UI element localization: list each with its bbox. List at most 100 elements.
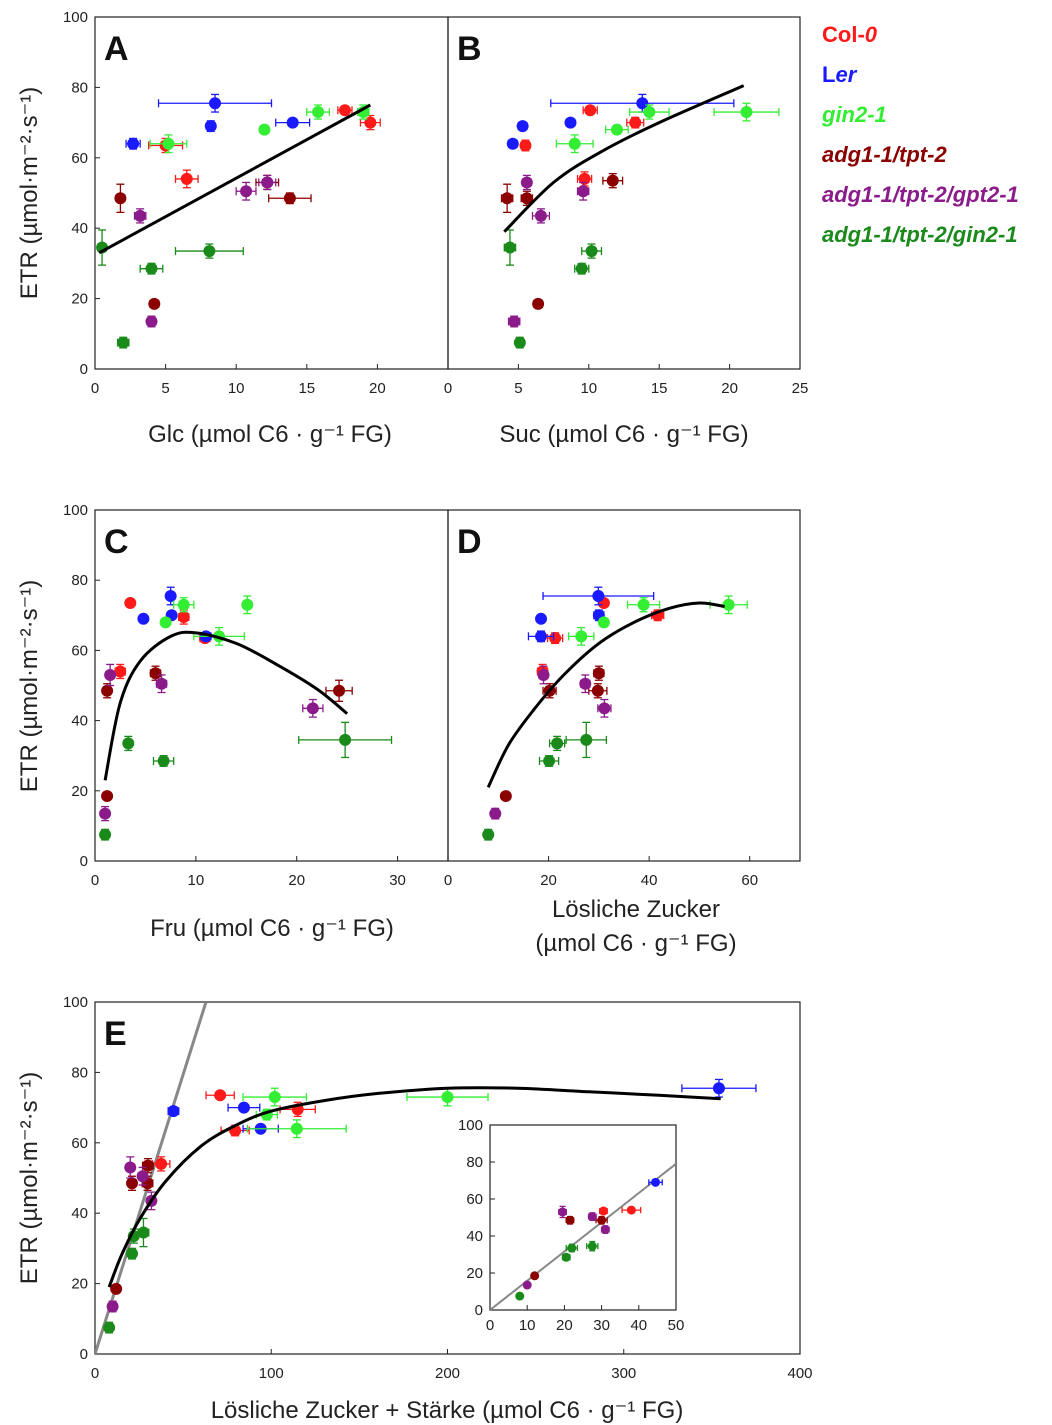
- point-marker: [99, 807, 112, 820]
- data-point: [302, 698, 324, 718]
- data-point: [298, 721, 393, 759]
- point-marker: [99, 828, 112, 841]
- panel-e-inset: 0 10 20 30 40 50 0 20 40 60 80 100: [458, 1117, 684, 1334]
- data-point: [205, 1089, 235, 1102]
- point-marker: [162, 137, 175, 150]
- panel-letter: E: [104, 1015, 127, 1053]
- legend-entry: Ler: [822, 62, 858, 87]
- fit-curve: [107, 1086, 721, 1288]
- x-tick-label: 10: [519, 1317, 536, 1334]
- point-marker: [636, 97, 649, 110]
- data-point: [548, 735, 566, 752]
- point-marker: [261, 176, 274, 189]
- data-point: [532, 297, 545, 310]
- legend-entry-part: adg1-1/tpt-2/gpt2-1: [822, 182, 1019, 207]
- point-marker: [145, 315, 158, 328]
- data-point: [246, 1119, 347, 1139]
- x-tick-label: 60: [741, 872, 758, 889]
- point-marker: [519, 139, 532, 152]
- point-marker: [204, 120, 217, 133]
- point-marker: [441, 1091, 454, 1104]
- point-marker: [482, 828, 495, 841]
- x-tick-label: 300: [611, 1365, 636, 1382]
- y-tick-label: 40: [71, 713, 88, 730]
- data-point: [258, 123, 271, 136]
- point-marker: [338, 104, 351, 117]
- point-marker: [306, 702, 319, 715]
- point-marker: [535, 630, 548, 643]
- plot-frame: [94, 509, 449, 862]
- point-marker: [237, 1101, 250, 1114]
- x-tick-label: 15: [651, 380, 668, 397]
- point-marker: [513, 336, 526, 349]
- data-point: [516, 120, 529, 133]
- data-point: [519, 139, 532, 152]
- y-tick-label: 20: [71, 291, 88, 308]
- data-point: [174, 169, 199, 189]
- x-tick-label: 40: [641, 872, 658, 889]
- data-point: [530, 1271, 540, 1281]
- x-tick-label: 15: [298, 380, 315, 397]
- point-marker: [159, 616, 172, 629]
- point-marker: [180, 172, 193, 185]
- x-tick-label: 20: [288, 872, 305, 889]
- point-marker: [177, 598, 190, 611]
- y-tick-label: 0: [80, 1346, 88, 1363]
- y-tick-label: 60: [466, 1191, 483, 1208]
- legend-entry: adg1-1/tpt-2: [822, 142, 947, 167]
- point-marker: [712, 1082, 725, 1095]
- point-marker: [565, 1215, 575, 1225]
- point-marker: [258, 123, 271, 136]
- point-marker: [516, 120, 529, 133]
- legend-entry: Col-0: [822, 22, 878, 47]
- panel-letter: A: [104, 30, 129, 68]
- x-tick-label: 0: [91, 872, 99, 889]
- data-point: [122, 735, 135, 752]
- data-point: [174, 243, 244, 259]
- data-point: [148, 297, 161, 310]
- data-point: [626, 116, 645, 129]
- legend: Col-0 Ler gin2-1 adg1-1/tpt-2 adg1-1/tpt-2/g…: [821, 22, 1019, 247]
- point-marker: [290, 1122, 303, 1135]
- y-tick-label: 40: [466, 1228, 483, 1245]
- point-marker: [598, 1206, 608, 1216]
- point-marker: [520, 192, 533, 205]
- panel-a: 0 5 10 15 20 0 20 40 60 80 100 A Glc (µmol C6 · g⁻¹ …: [63, 9, 449, 448]
- point-marker: [564, 116, 577, 129]
- point-marker: [592, 589, 605, 602]
- x-tick-label: 0: [486, 1317, 494, 1334]
- legend-entry: adg1-1/tpt-2/gin2-1: [822, 222, 1018, 247]
- x-tick-label: 20: [721, 380, 738, 397]
- data-point: [713, 102, 780, 122]
- data-point: [177, 609, 190, 625]
- point-marker: [333, 684, 346, 697]
- point-marker: [126, 1247, 139, 1260]
- legend-entry: adg1-1/tpt-2/gpt2-1: [822, 182, 1019, 207]
- point-marker: [561, 1252, 571, 1262]
- point-marker: [543, 754, 556, 767]
- point-marker: [534, 209, 547, 222]
- x-tick-label: 20: [369, 380, 386, 397]
- data-point: [137, 612, 150, 625]
- data-point: [337, 104, 353, 117]
- data-point: [155, 674, 168, 694]
- data-point: [133, 208, 147, 224]
- point-marker: [124, 597, 137, 610]
- data-point: [136, 1166, 149, 1186]
- data-point: [114, 663, 127, 680]
- data-point: [506, 137, 519, 150]
- data-point: [564, 116, 577, 129]
- point-marker: [537, 668, 550, 681]
- point-marker: [587, 1212, 597, 1222]
- point-marker: [606, 174, 619, 187]
- panel-d: 0 20 40 60 D Lösliche Zucker (µmol C6 · g⁻¹ FG…: [444, 509, 801, 957]
- fit-curve: [103, 630, 349, 781]
- legend-entry-part: gin2-1: [821, 102, 887, 127]
- data-point: [482, 828, 495, 841]
- data-point: [167, 1105, 180, 1118]
- point-marker: [157, 754, 170, 767]
- point-marker: [268, 1091, 281, 1104]
- plot-frame: [489, 1124, 677, 1311]
- y-tick-label: 0: [80, 853, 88, 870]
- y-axis-label: ETR (µmol·m⁻²·s⁻¹): [16, 580, 43, 792]
